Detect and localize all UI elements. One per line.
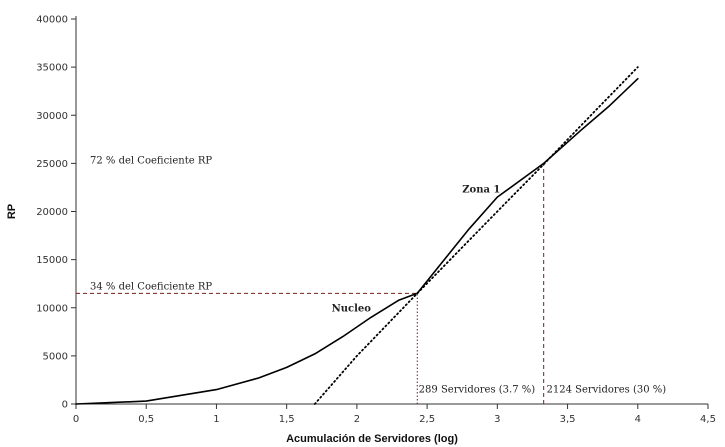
x-tick-label: 1,5 [279,414,295,425]
annotations: 72 % del Coeficiente RP 34 % del Coeficie… [90,155,666,395]
y-tick-label: 5000 [43,351,68,362]
y-tick-label: 40000 [36,15,68,26]
x-tick-label: 4 [635,414,641,425]
x-tick-label: 1 [213,414,219,425]
y-tick-label: 20000 [36,207,68,218]
x-tick-label: 0 [73,414,79,425]
annotation-6: 2124 Servidores (30 %) [546,384,666,395]
x-tick-label: 2 [354,414,360,425]
y-tick-label: 15000 [36,255,68,266]
y-tick-label: 25000 [36,159,68,170]
y-axis: 0 5000 10000 15000 20000 25000 30000 35000 40000 [36,15,77,411]
x-axis: 0 0,5 1 1,5 2 2,5 3 3,5 4 4,5 [73,403,716,425]
x-tick-label: 4,5 [700,414,716,425]
annotation-5: 289 Servidores (3.7 %) [419,384,536,395]
y-axis-title: RP [6,204,18,219]
annotation-1: 72 % del Coeficiente RP [90,155,212,166]
x-axis-title: Acumulación de Servidores (log) [286,433,458,445]
x-tick-label: 0,5 [138,414,154,425]
reference-lines [76,164,545,404]
series-lines [75,66,639,405]
x-tick-label: 2,5 [419,414,435,425]
y-tick-label: 35000 [36,63,68,74]
annotation-4: Nucleo [332,304,372,315]
y-tick-label: 0 [62,400,68,411]
y-tick-label: 10000 [36,303,68,314]
y-tick-label: 30000 [36,111,68,122]
annotation-3: Zona 1 [462,184,500,195]
trend-line-dotted-2 [313,66,639,405]
annotation-2: 34 % del Coeficiente RP [90,281,212,292]
x-tick-label: 3 [494,414,500,425]
x-tick-label: 3,5 [560,414,576,425]
